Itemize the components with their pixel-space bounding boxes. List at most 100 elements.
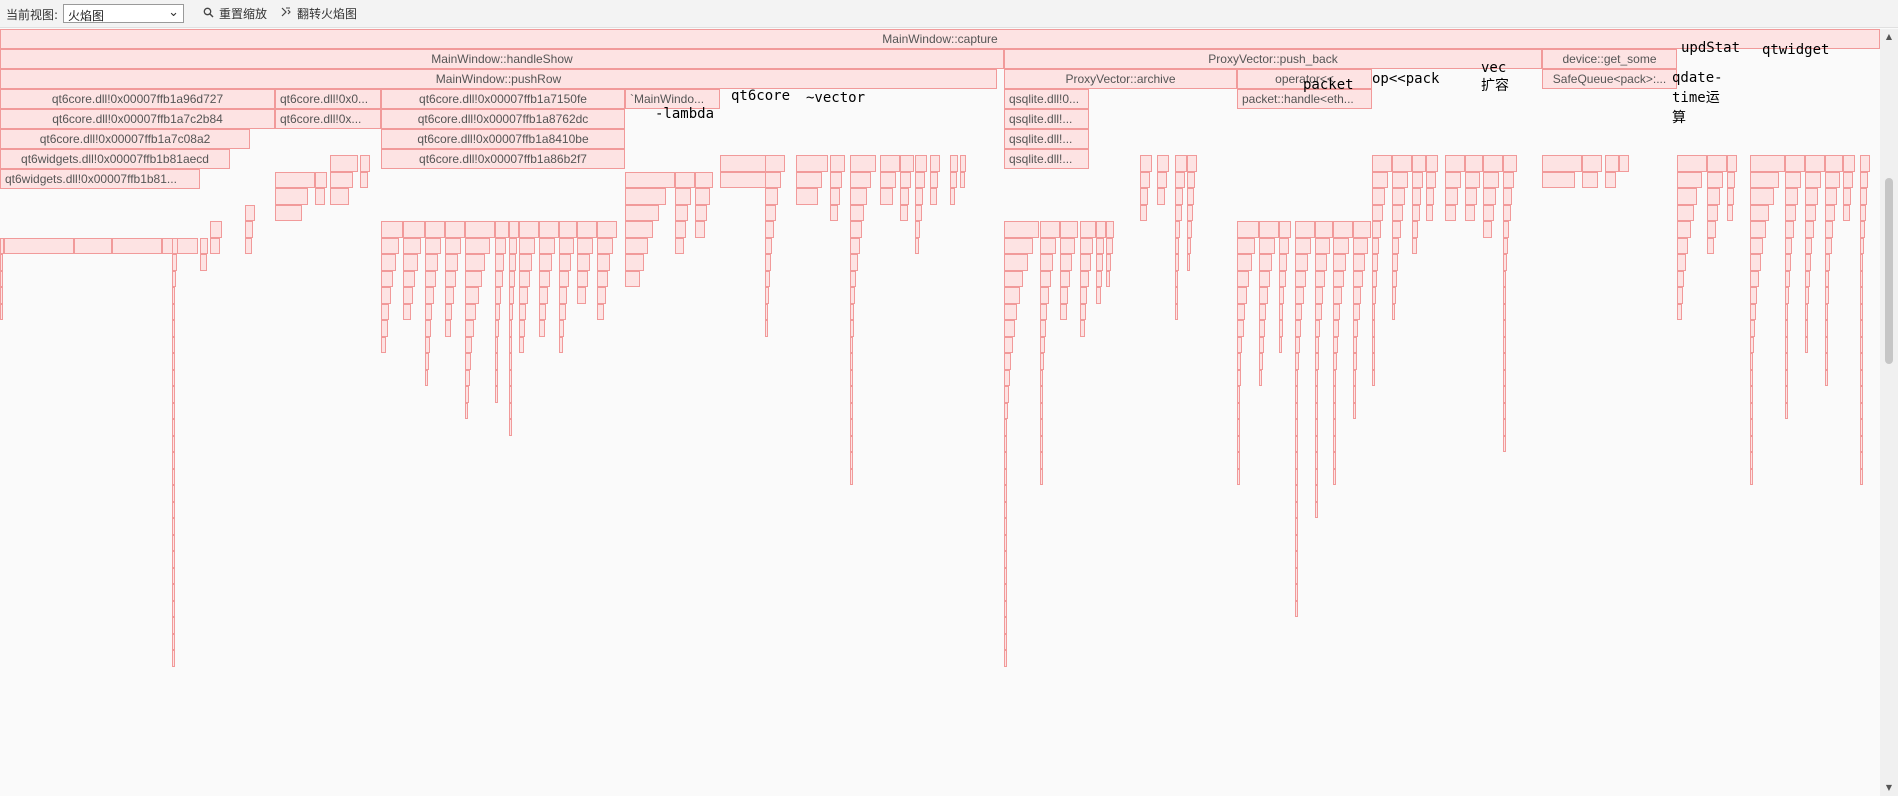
flame-frame[interactable] (172, 633, 175, 650)
flame-frame[interactable] (539, 270, 550, 287)
flame-frame[interactable] (1333, 287, 1342, 304)
flame-frame[interactable] (1426, 171, 1436, 188)
flame-frame[interactable] (210, 237, 220, 254)
flame-frame[interactable] (1279, 320, 1283, 337)
flame-frame[interactable] (1825, 171, 1840, 188)
flame-frame[interactable] (1040, 320, 1046, 337)
flame-frame[interactable] (830, 204, 838, 221)
frame-qt6core-a8410be[interactable]: qt6core.dll!0x00007ffb1a8410be (381, 129, 625, 149)
flame-frame[interactable] (1825, 336, 1828, 353)
flame-frame[interactable] (0, 303, 3, 320)
flame-frame[interactable] (597, 254, 610, 271)
flame-frame[interactable] (1175, 221, 1180, 238)
flame-frame[interactable] (796, 155, 828, 172)
flame-frame[interactable] (1295, 353, 1299, 370)
flame-frame[interactable] (509, 386, 512, 403)
flame-frame[interactable] (1860, 435, 1863, 452)
flame-frame[interactable] (1785, 188, 1798, 205)
flame-frame[interactable] (900, 204, 908, 221)
flame-frame[interactable] (0, 287, 3, 304)
flame-frame[interactable] (1353, 353, 1357, 370)
flame-frame[interactable] (695, 171, 713, 188)
flame-frame[interactable] (539, 320, 545, 337)
flame-frame[interactable] (850, 386, 853, 403)
flame-frame[interactable] (830, 188, 840, 205)
flame-frame[interactable] (1295, 551, 1298, 568)
flame-frame[interactable] (765, 237, 772, 254)
flame-frame[interactable] (1750, 320, 1755, 337)
flame-frame[interactable] (1004, 435, 1007, 452)
flame-frame[interactable] (172, 402, 175, 419)
flame-frame[interactable] (172, 353, 175, 370)
flame-frame[interactable] (1333, 320, 1339, 337)
flame-frame[interactable] (445, 303, 452, 320)
flame-frame[interactable] (1080, 237, 1093, 254)
flame-frame[interactable] (1295, 402, 1298, 419)
flame-frame[interactable] (539, 221, 559, 238)
flame-frame[interactable] (1175, 171, 1185, 188)
flame-frame[interactable] (1106, 221, 1114, 238)
flame-frame[interactable] (850, 237, 860, 254)
flame-frame[interactable] (360, 155, 370, 172)
flame-frame[interactable] (1004, 534, 1007, 551)
flame-frame[interactable] (1096, 237, 1104, 254)
flame-frame[interactable] (172, 254, 177, 271)
flame-frame[interactable] (1237, 270, 1249, 287)
flame-frame[interactable] (1860, 254, 1863, 271)
flame-frame[interactable] (172, 303, 175, 320)
flame-frame[interactable] (1333, 303, 1340, 320)
flame-frame[interactable] (1353, 237, 1368, 254)
flame-frame[interactable] (1315, 237, 1330, 254)
flame-frame[interactable] (1004, 270, 1023, 287)
flame-frame[interactable] (1040, 336, 1045, 353)
flame-frame[interactable] (403, 221, 425, 238)
flame-frame[interactable] (1096, 287, 1101, 304)
flame-frame[interactable] (1333, 270, 1344, 287)
flame-frame[interactable] (880, 171, 896, 188)
flame-frame[interactable] (1483, 221, 1492, 238)
flame-frame[interactable] (1785, 386, 1788, 403)
flame-frame[interactable] (1315, 353, 1319, 370)
flame-frame[interactable] (850, 221, 862, 238)
flame-frame[interactable] (1040, 254, 1053, 271)
frame-qsqlite-4[interactable]: qsqlite.dll!... (1004, 149, 1089, 169)
flame-frame[interactable] (1004, 633, 1007, 650)
flame-frame[interactable] (1750, 369, 1753, 386)
flame-frame[interactable] (1785, 336, 1788, 353)
flame-frame[interactable] (381, 320, 388, 337)
frame-qsqlite-1[interactable]: qsqlite.dll!0... (1004, 89, 1089, 109)
flame-frame[interactable] (1157, 188, 1165, 205)
flame-frame[interactable] (465, 320, 474, 337)
flame-frame[interactable] (1295, 518, 1298, 535)
flame-frame[interactable] (1295, 270, 1306, 287)
flame-frame[interactable] (1785, 320, 1788, 337)
flame-frame[interactable] (1542, 171, 1575, 188)
flame-frame[interactable] (915, 171, 925, 188)
flame-frame[interactable] (172, 386, 175, 403)
flame-frame[interactable] (1372, 353, 1375, 370)
flame-frame[interactable] (1040, 435, 1043, 452)
flame-frame[interactable] (675, 171, 695, 188)
flame-frame[interactable] (509, 336, 512, 353)
flame-frame[interactable] (765, 270, 770, 287)
flame-frame[interactable] (172, 468, 175, 485)
flame-frame[interactable] (1353, 386, 1356, 403)
flame-frame[interactable] (850, 336, 853, 353)
flame-frame[interactable] (1004, 336, 1013, 353)
flame-frame[interactable] (1503, 204, 1511, 221)
flame-frame[interactable] (1805, 237, 1812, 254)
flame-frame[interactable] (1426, 188, 1434, 205)
flame-frame[interactable] (1295, 287, 1304, 304)
scroll-thumb[interactable] (1885, 178, 1893, 364)
flame-frame[interactable] (1237, 237, 1255, 254)
flame-frame[interactable] (1259, 270, 1270, 287)
flame-frame[interactable] (0, 270, 3, 287)
flame-frame[interactable] (172, 485, 175, 502)
flame-frame[interactable] (539, 303, 546, 320)
flame-frame[interactable] (1175, 155, 1187, 172)
flame-frame[interactable] (495, 254, 504, 271)
flame-frame[interactable] (1825, 254, 1830, 271)
frame-qsqlite-2[interactable]: qsqlite.dll!... (1004, 109, 1089, 129)
flame-frame[interactable] (765, 303, 768, 320)
flame-frame[interactable] (1677, 188, 1697, 205)
